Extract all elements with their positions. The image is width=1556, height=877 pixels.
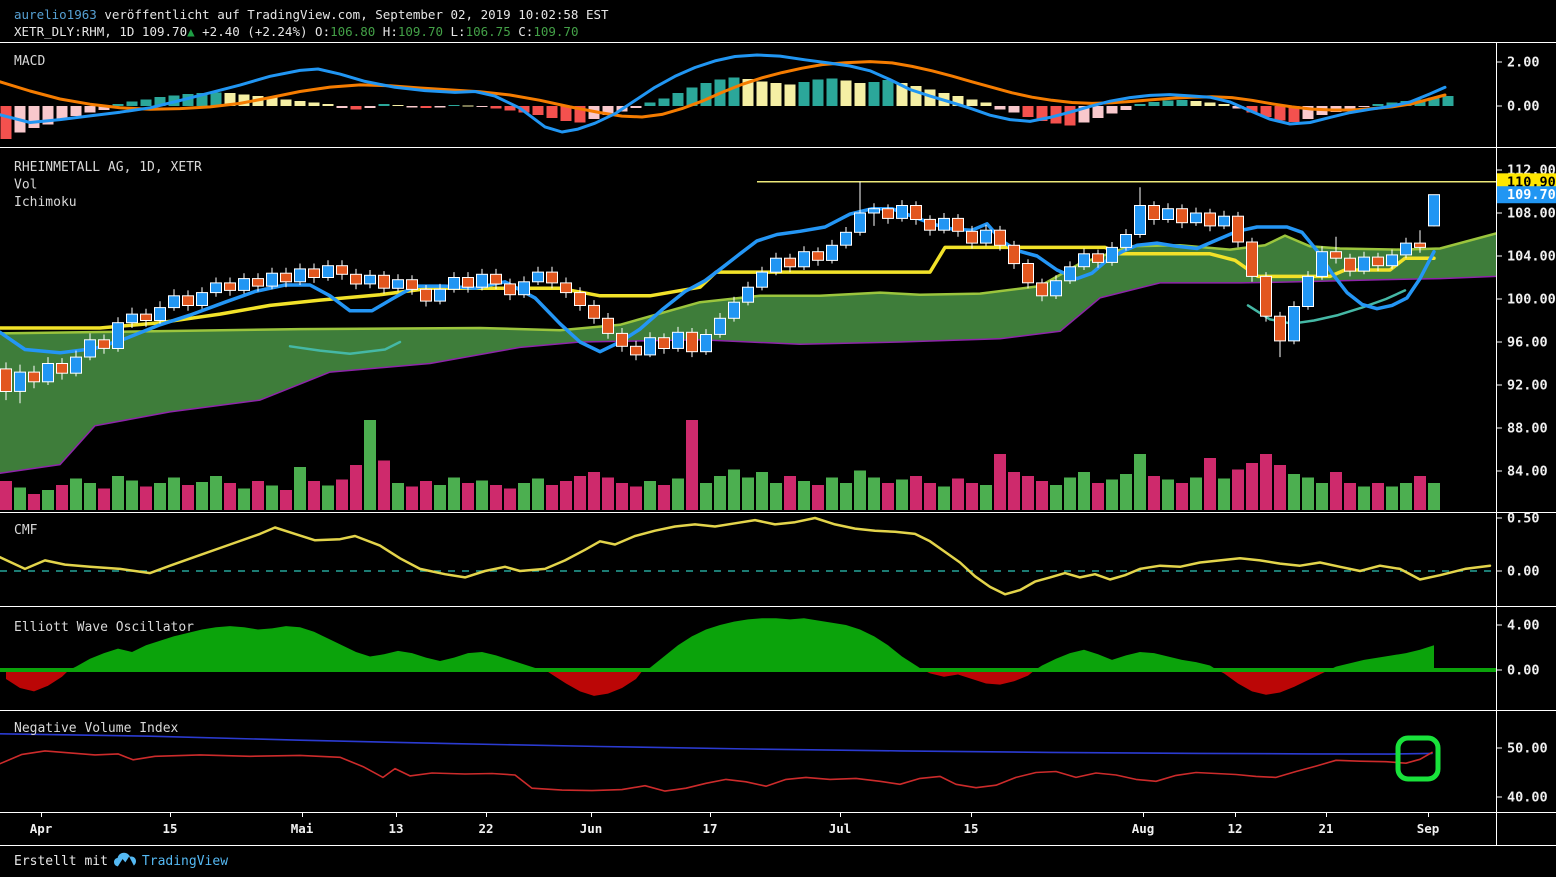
symbol-text: XETR_DLY:RHM, 1D 109.70	[14, 24, 188, 39]
ewo-plot	[0, 618, 1496, 696]
cmf-title: CMF	[14, 523, 38, 538]
price-tag-label: 109.70	[1507, 187, 1556, 203]
time-axis-label: Apr	[30, 821, 53, 836]
axis-tick-label-main: 84.00	[1507, 464, 1548, 480]
main-legend-line: Ichimoku	[14, 195, 77, 210]
time-axis-label: 21	[1318, 821, 1333, 836]
ichimoku-lines	[0, 206, 1436, 355]
volume-bars	[0, 420, 1440, 510]
axis-tick-label-macd: 0.00	[1507, 99, 1540, 115]
time-axis-label: Aug	[1132, 821, 1155, 836]
macd-title: MACD	[14, 54, 45, 69]
footer: Erstellt mit TradingView	[14, 851, 228, 871]
time-axis-label: 15	[162, 821, 177, 836]
nvi-title: Negative Volume Index	[14, 721, 179, 736]
macd-lines	[0, 53, 1447, 134]
panel-titles: MACD RHEINMETALL AG, 1D, XETR Vol Ichimoku C…	[14, 54, 202, 736]
axis-tick-label-main: 104.00	[1507, 249, 1556, 265]
ewo-title: Elliott Wave Oscillator	[14, 620, 194, 635]
published-text: veröffentlicht auf TradingView.com, Sept…	[96, 7, 609, 22]
low-label: L:	[443, 24, 466, 39]
main-legend-line: Vol	[14, 178, 37, 193]
publish-header: aurelio1963 veröffentlicht auf TradingVi…	[14, 7, 609, 22]
tradingview-brand-link[interactable]: TradingView	[141, 853, 229, 869]
open-label: O:	[315, 24, 331, 39]
close-label: C:	[510, 24, 534, 39]
axis-tick-label-main: 108.00	[1507, 206, 1556, 222]
up-triangle-icon: ▲	[187, 24, 195, 39]
main-legend-line: RHEINMETALL AG, 1D, XETR	[14, 160, 202, 175]
username-link[interactable]: aurelio1963	[14, 7, 97, 22]
axis-tick-label-cmf: 0.50	[1507, 511, 1540, 527]
axis-tick-label-main: 88.00	[1507, 421, 1548, 437]
time-axis-label: Mai	[291, 821, 314, 836]
cmf-plot	[0, 516, 1496, 596]
nvi-plot	[0, 732, 1441, 792]
axis-tick-label-macd: 2.00	[1507, 55, 1540, 71]
nvi-crossover-highlight-box	[1395, 735, 1441, 782]
candles	[0, 181, 1440, 404]
high-label: H:	[375, 24, 398, 39]
macd-histogram	[0, 77, 1454, 139]
time-axis-label: Jun	[580, 821, 603, 836]
symbol-status-line: XETR_DLY:RHM, 1D 109.70▲ +2.40 (+2.24%) …	[14, 24, 578, 39]
low-value: 106.75	[465, 24, 511, 39]
created-with-text: Erstellt mit	[14, 853, 108, 869]
axis-tick-label-nvi: 50.00	[1507, 741, 1548, 757]
chikou-span	[288, 289, 1407, 356]
price-axis: 2.000.00112.00108.00104.00100.0096.0092.…	[1496, 55, 1556, 806]
axis-tick-label-ewo: 4.00	[1507, 618, 1540, 634]
axis-tick-label-main: 96.00	[1507, 335, 1548, 351]
axis-tick-label-main: 100.00	[1507, 292, 1556, 308]
tradingview-logo-icon	[113, 852, 136, 867]
time-axis-label: 12	[1227, 821, 1242, 836]
panel-separators	[0, 42, 1556, 846]
time-axis-label: Sep	[1417, 821, 1440, 836]
time-axis-label: 22	[478, 821, 493, 836]
open-value: 106.80	[330, 24, 376, 39]
time-axis-label: Jul	[829, 821, 852, 836]
axis-tick-label-main: 92.00	[1507, 378, 1548, 394]
time-axis: Apr 15 Mai 13 22 Jun 17 Jul 15 Aug 12 21 Sep	[30, 812, 1440, 836]
time-axis-label: 15	[963, 821, 978, 836]
change-text: +2.40 (+2.24%)	[194, 24, 316, 39]
axis-tick-label-ewo: 0.00	[1507, 663, 1540, 679]
axis-tick-label-cmf: 0.00	[1507, 564, 1540, 580]
time-axis-label: 17	[702, 821, 717, 836]
high-value: 109.70	[397, 24, 443, 39]
price-tag-109.70	[1497, 186, 1556, 204]
axis-tick-label-nvi: 40.00	[1507, 790, 1548, 806]
time-axis-label: 13	[388, 821, 403, 836]
price-tag-110.90	[1497, 173, 1556, 191]
close-value: 109.70	[533, 24, 579, 39]
